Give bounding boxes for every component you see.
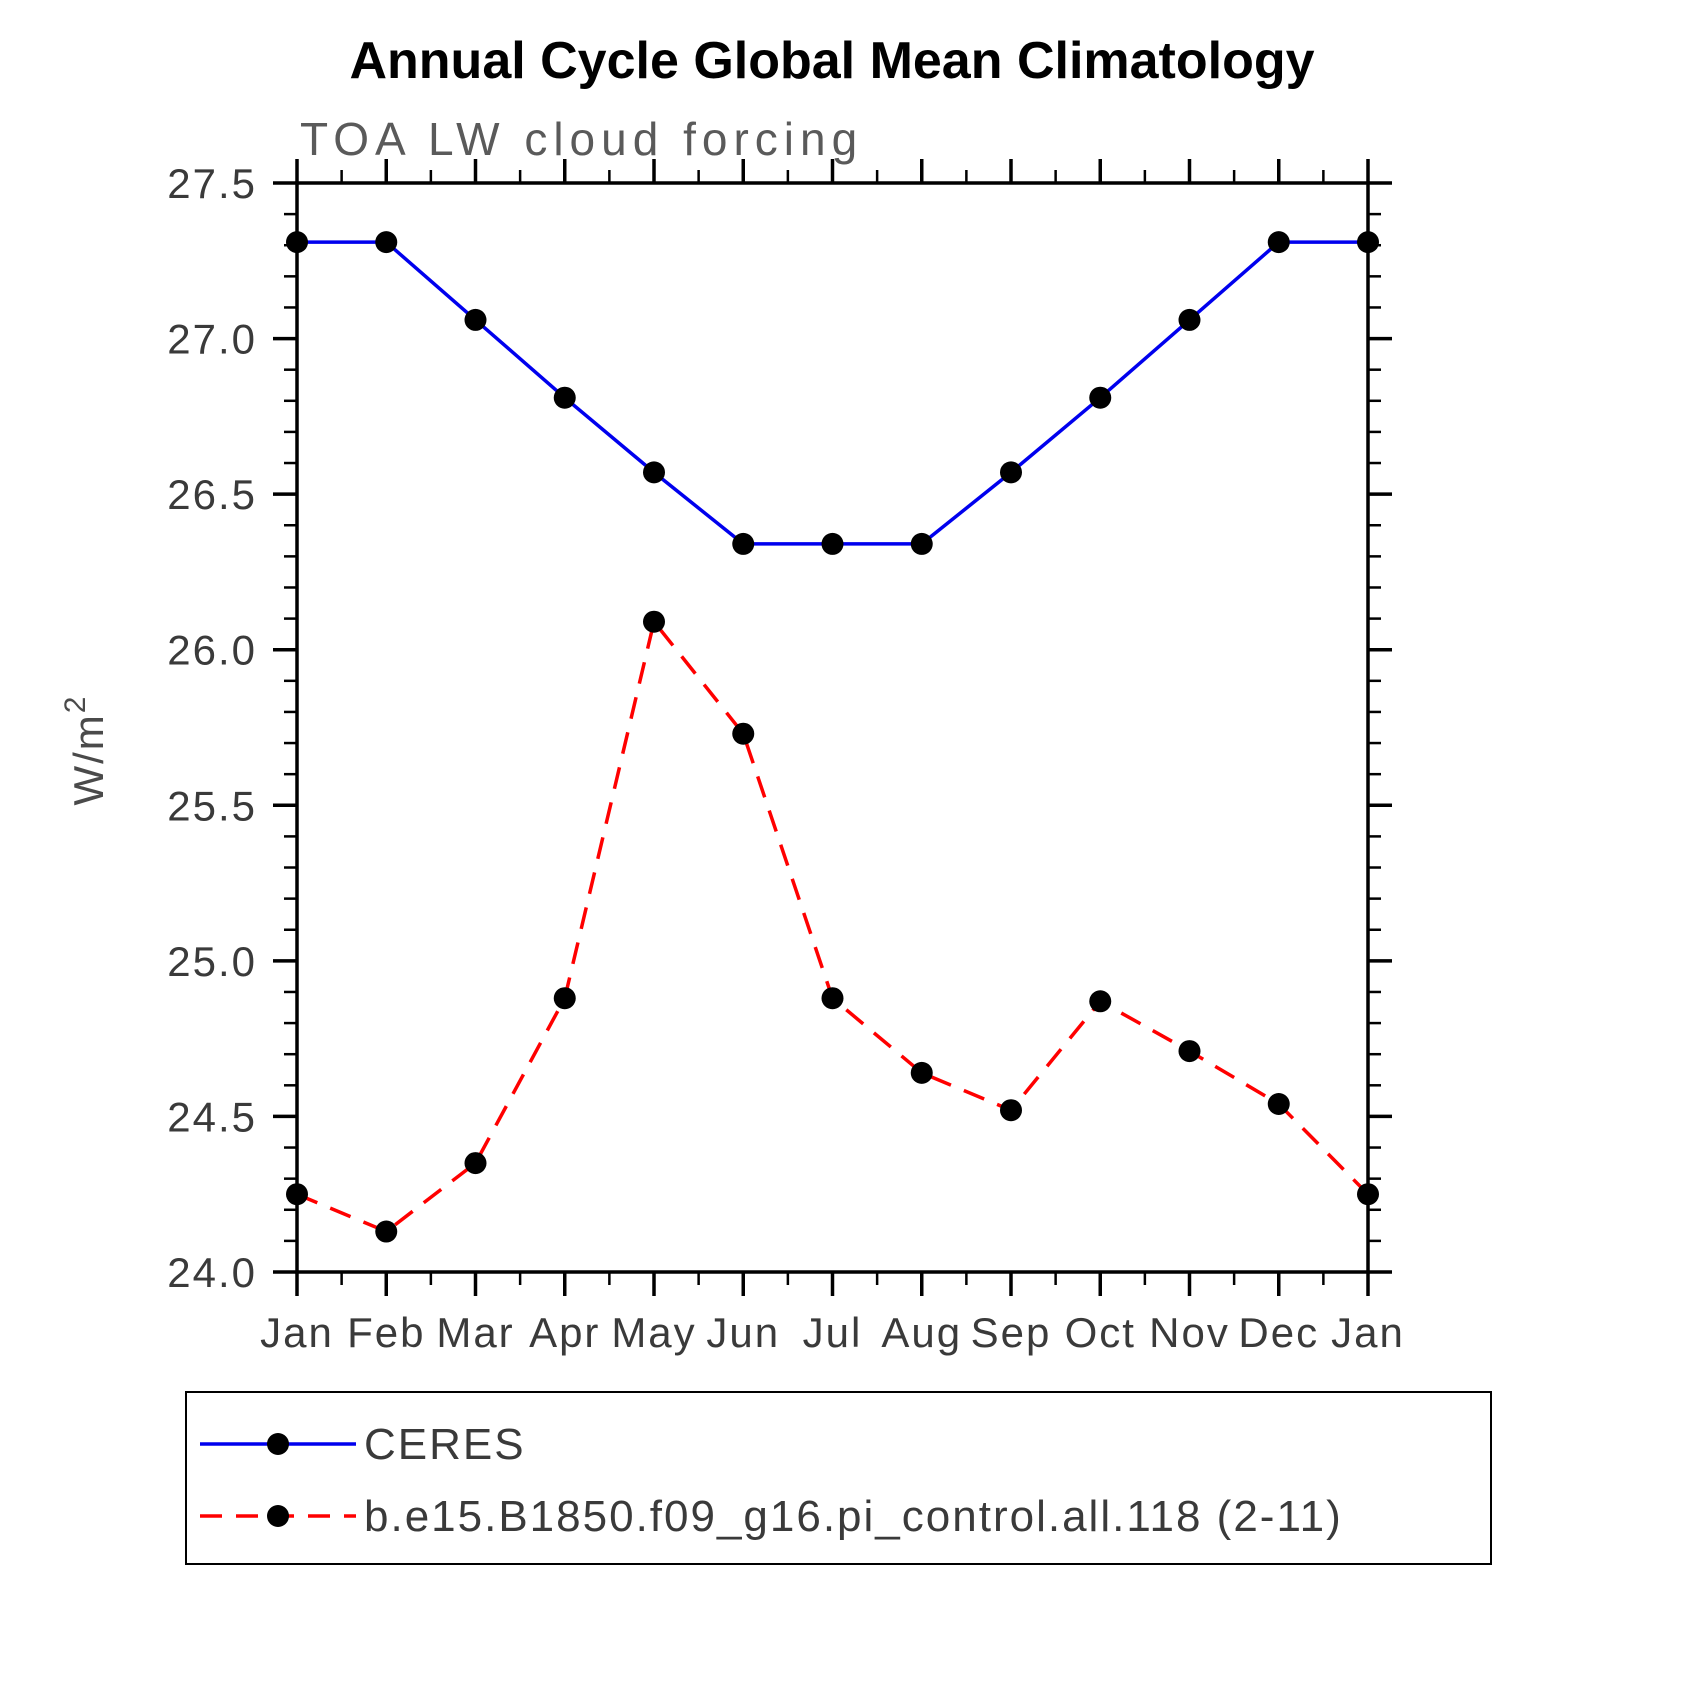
y-tick-label: 25.0 [167, 938, 257, 985]
legend-marker [267, 1505, 289, 1527]
data-point-marker [732, 722, 755, 745]
data-point-marker [1357, 1183, 1379, 1206]
y-tick-label: 27.5 [167, 160, 257, 207]
data-point-marker [821, 532, 844, 555]
y-tick-label: 25.5 [167, 782, 257, 829]
x-tick-label: Oct [1065, 1309, 1136, 1356]
y-axis-label-base: W/m [65, 713, 112, 805]
x-tick-label: Jun [706, 1309, 780, 1356]
legend: CERES b.e15.B1850.f09_g16.pi_control.all.… [185, 1391, 1492, 1565]
data-point-marker [286, 1183, 308, 1206]
data-point-marker [1000, 461, 1022, 484]
data-point-marker [1089, 990, 1112, 1013]
data-point-marker [1178, 308, 1201, 331]
x-tick-label: Aug [881, 1309, 962, 1356]
chart-title: Annual Cycle Global Mean Climatology [349, 32, 1314, 90]
data-point-marker [1000, 1099, 1022, 1122]
series-line-ceres [297, 240, 1368, 546]
legend-label: b.e15.B1850.f09_g16.pi_control.all.118 (… [364, 1492, 1343, 1541]
legend-marker [267, 1433, 289, 1455]
chart-subtitle: TOA LW cloud forcing [300, 113, 863, 165]
data-point-marker [375, 231, 398, 254]
y-tick-label: 27.0 [167, 316, 257, 363]
legend-box [185, 1391, 1492, 1565]
y-axis-label: W/m2 [59, 695, 112, 806]
data-point-marker [732, 532, 755, 555]
y-tick-label: 26.0 [167, 627, 257, 674]
y-tick-label: 26.5 [167, 471, 257, 518]
x-tick-label: Jan [260, 1309, 334, 1356]
data-point-marker [464, 1152, 487, 1175]
data-point-marker [643, 461, 665, 484]
y-tick-label: 24.0 [167, 1249, 257, 1296]
x-tick-label: Feb [347, 1309, 425, 1356]
x-tick-label: Jan [1331, 1309, 1405, 1356]
data-point-marker [1089, 386, 1112, 409]
data-point-marker [1267, 1092, 1290, 1115]
x-tick-label: Jul [803, 1309, 863, 1356]
y-tick-label: 24.5 [167, 1093, 257, 1140]
data-point-marker [821, 987, 844, 1010]
legend-label: CERES [364, 1420, 526, 1469]
x-tick-label: Apr [529, 1309, 600, 1356]
data-point-marker [553, 386, 576, 409]
series-line-model [296, 617, 1370, 1234]
data-point-marker [910, 1061, 933, 1084]
data-point-marker [910, 532, 933, 555]
x-tick-label: Dec [1238, 1309, 1319, 1356]
data-point-marker [1357, 231, 1379, 254]
x-tick-label: Sep [971, 1309, 1052, 1356]
x-tick-label: May [611, 1309, 696, 1356]
data-point-marker [643, 610, 665, 633]
data-point-marker [375, 1220, 398, 1243]
data-point-marker [464, 308, 487, 331]
data-point-marker [1178, 1040, 1201, 1063]
data-point-marker [553, 987, 576, 1010]
x-tick-label: Mar [436, 1309, 514, 1356]
y-axis-label-exponent: 2 [59, 695, 92, 714]
data-point-marker [1267, 231, 1290, 254]
axis-frame [295, 181, 1370, 1274]
x-tick-label: Nov [1149, 1309, 1230, 1356]
data-point-marker [286, 231, 308, 254]
